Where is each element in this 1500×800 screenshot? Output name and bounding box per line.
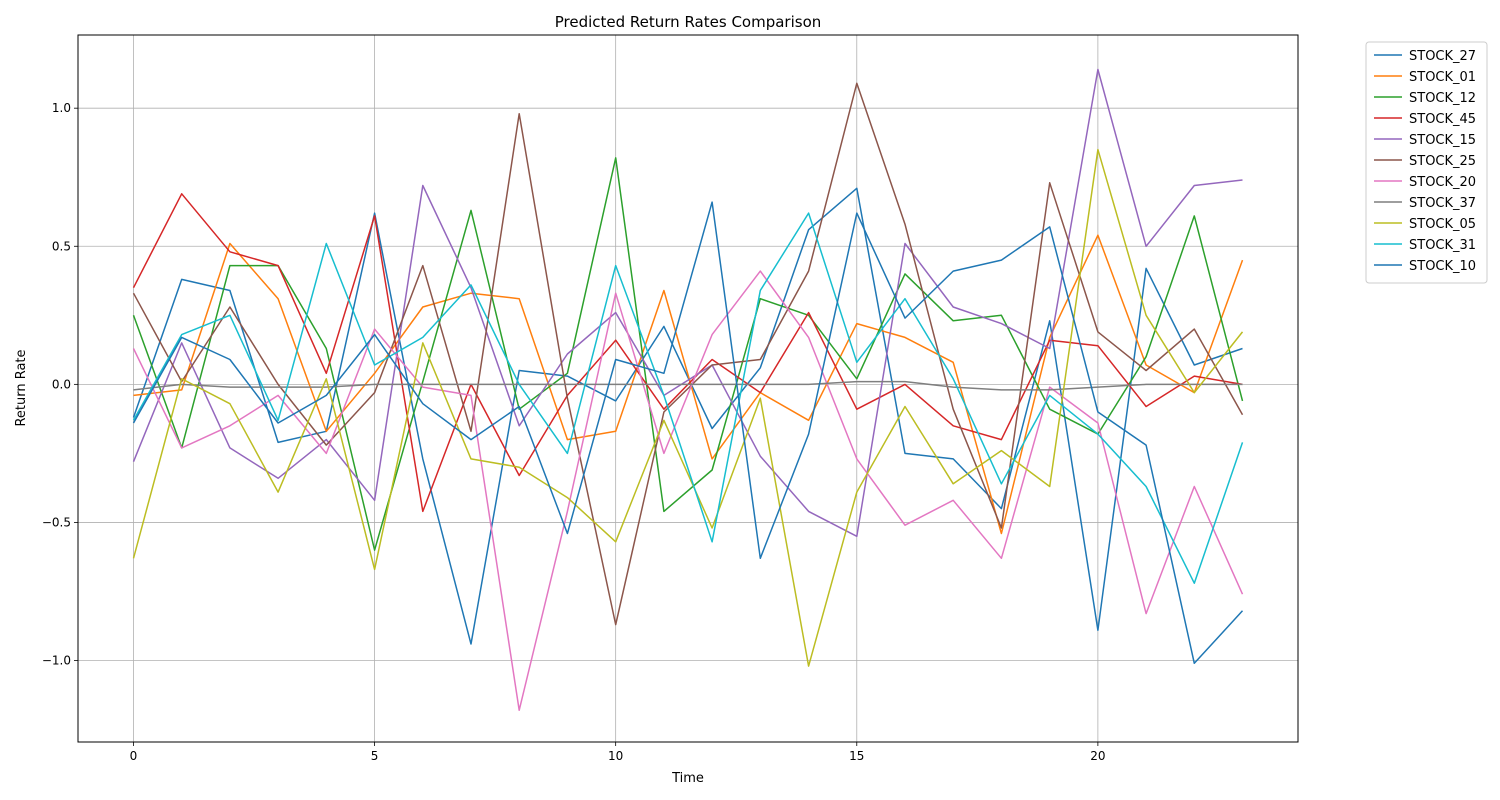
y-axis-ticks: −1.0 −0.5 0.0 0.5 1.0: [42, 101, 78, 668]
legend-label: STOCK_15: [1409, 133, 1476, 148]
series-line-stock-31: [132, 212, 1244, 584]
grid-lines: [78, 35, 1298, 742]
legend-label: STOCK_27: [1409, 49, 1476, 64]
x-tick-label: 5: [371, 749, 379, 763]
series-line-stock-12: [132, 157, 1244, 551]
x-tick-label: 10: [608, 749, 623, 763]
legend-label: STOCK_01: [1409, 70, 1476, 85]
series-lines: [132, 68, 1244, 711]
y-axis-label: Return Rate: [14, 349, 29, 426]
x-tick-label: 15: [849, 749, 864, 763]
x-axis-ticks: 0 5 10 15 20: [130, 742, 1106, 763]
legend-label: STOCK_12: [1409, 91, 1476, 106]
series-line-stock-45: [132, 193, 1243, 513]
chart-title: Predicted Return Rates Comparison: [555, 13, 822, 31]
legend-label: STOCK_10: [1409, 259, 1476, 274]
series-line-stock-05: [132, 148, 1244, 667]
x-axis-label: Time: [671, 771, 704, 786]
legend: STOCK_27 STOCK_01 STOCK_12 STOCK_45 STOCK_15…: [1365, 41, 1488, 284]
y-tick-label: −0.5: [42, 515, 71, 529]
series-line-stock-10: [132, 201, 1244, 665]
legend-label: STOCK_25: [1409, 154, 1476, 169]
x-tick-label: 20: [1090, 749, 1105, 763]
legend-label: STOCK_31: [1409, 238, 1476, 253]
series-line-stock-20: [132, 270, 1244, 711]
x-tick-label: 0: [130, 749, 138, 763]
legend-label: STOCK_05: [1409, 217, 1476, 232]
y-tick-label: −1.0: [42, 654, 71, 668]
legend-label: STOCK_20: [1409, 175, 1476, 190]
plot-frame: [77, 34, 1299, 743]
y-tick-label: 0.0: [52, 377, 71, 391]
legend-label: STOCK_37: [1409, 196, 1476, 211]
series-line-stock-25: [132, 82, 1244, 626]
series-line-stock-27: [132, 187, 1243, 645]
series-line-stock-37: [133, 380, 1243, 391]
y-tick-label: 0.5: [52, 239, 71, 253]
legend-label: STOCK_45: [1409, 112, 1476, 127]
series-line-stock-01: [133, 234, 1244, 535]
y-tick-label: 1.0: [52, 101, 71, 115]
series-line-stock-15: [132, 68, 1243, 538]
